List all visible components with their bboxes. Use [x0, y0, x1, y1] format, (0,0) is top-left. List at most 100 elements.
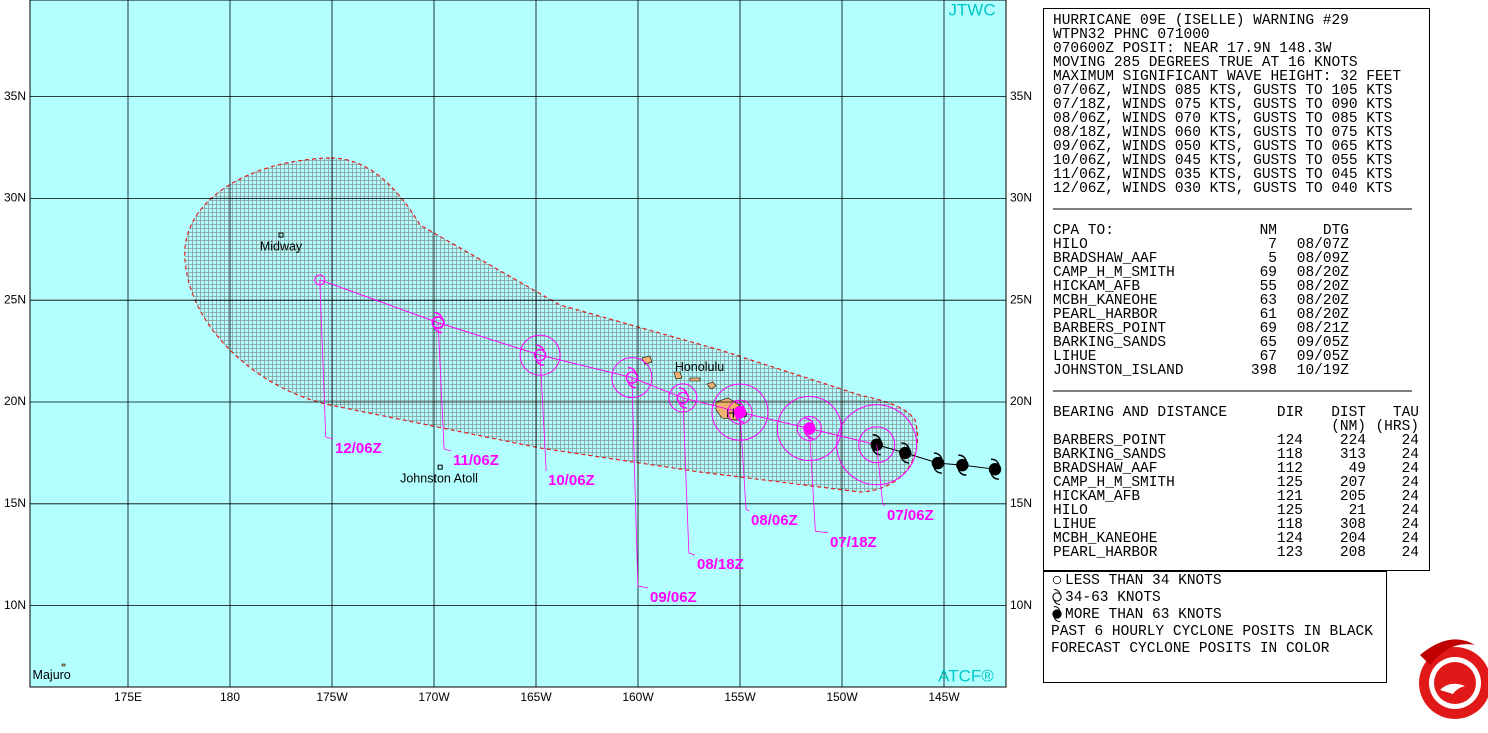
legend-item: MORE THAN 63 KNOTS — [1065, 607, 1222, 623]
legend-note: FORECAST CYCLONE POSITS IN COLOR — [1051, 641, 1330, 657]
symbol-core — [1052, 592, 1062, 602]
bearing-cell: 121 — [1277, 489, 1303, 505]
symbol-tail — [900, 442, 910, 464]
bearing-unit: (NM) — [1331, 419, 1366, 435]
wind-radius — [776, 395, 842, 461]
cpa-cell: 08/20Z — [1297, 279, 1350, 295]
bearing-cell: 124 — [1277, 433, 1303, 449]
cpa-cell: BARKING_SANDS — [1053, 335, 1166, 351]
warning-line: 07/06Z, WINDS 085 KTS, GUSTS TO 105 KTS — [1053, 83, 1392, 99]
lon-label: 165W — [520, 690, 552, 704]
brand-top: JTWC — [948, 0, 995, 19]
label-leader — [876, 444, 886, 507]
bearing-column: DIST — [1331, 405, 1366, 421]
bearing-cell: 24 — [1402, 545, 1419, 561]
wind-radius — [519, 334, 561, 376]
cpa-cell: 10/19Z — [1297, 363, 1350, 379]
bearing-cell: 125 — [1277, 475, 1303, 491]
cpa-cell: JOHNSTON_ISLAND — [1053, 363, 1184, 379]
bearing-cell: 112 — [1277, 461, 1303, 477]
forecast-label: 08/06Z — [751, 512, 798, 529]
bearing-cell: HILO — [1053, 503, 1088, 519]
legend-symbol — [1052, 588, 1062, 606]
warning-line: 07/18Z, WINDS 075 KTS, GUSTS TO 090 KTS — [1053, 97, 1392, 113]
wind-radius — [796, 415, 822, 441]
forecast-label: 09/06Z — [650, 589, 697, 606]
warning-line: 10/06Z, WINDS 045 KTS, GUSTS TO 055 KTS — [1053, 153, 1392, 169]
warning-line: HURRICANE 09E (ISELLE) WARNING #29 — [1053, 13, 1349, 29]
warning-line: 070600Z POSIT: NEAR 17.9N 148.3W — [1053, 41, 1332, 57]
cpa-cell: 5 — [1268, 251, 1277, 267]
bearing-cell: 24 — [1402, 503, 1419, 519]
lat-label: 35N — [1010, 89, 1032, 103]
label-leader — [739, 412, 750, 512]
bearing-cell: 118 — [1277, 447, 1303, 463]
symbol-tail — [535, 344, 545, 366]
wind-radius — [668, 383, 698, 413]
warning-line: 11/06Z, WINDS 035 KTS, GUSTS TO 045 KTS — [1053, 167, 1392, 183]
legend-note: PAST 6 HOURLY CYCLONE POSITS IN BLACK — [1051, 624, 1373, 640]
cpa-cell: 08/21Z — [1297, 321, 1350, 337]
symbol-core — [899, 446, 912, 460]
warning-line: 12/06Z, WINDS 030 KTS, GUSTS TO 040 KTS — [1053, 181, 1392, 197]
bearing-cell: LIHUE — [1053, 517, 1097, 533]
lon-label: 150W — [826, 690, 858, 704]
warning-line: 08/18Z, WINDS 060 KTS, GUSTS TO 075 KTS — [1053, 125, 1392, 141]
legend-item: LESS THAN 34 KNOTS — [1065, 573, 1222, 589]
lat-label: 10N — [4, 598, 26, 612]
warning-line: 08/06Z, WINDS 070 KTS, GUSTS TO 085 KTS — [1053, 111, 1392, 127]
cpa-cell: MCBH_KANEOHE — [1053, 293, 1157, 309]
cpa-cell: 09/05Z — [1297, 349, 1350, 365]
forecast-label: 11/06Z — [453, 452, 499, 469]
bearing-cell: 123 — [1277, 545, 1303, 561]
cpa-cell: 67 — [1260, 349, 1277, 365]
cpa-column: DTG — [1323, 223, 1349, 239]
bearing-cell: 24 — [1402, 433, 1419, 449]
symbol-core — [956, 458, 969, 472]
legend-symbol — [1052, 575, 1062, 585]
cyclone-symbol — [931, 452, 945, 474]
symbol-core — [1052, 609, 1062, 619]
place-marker — [278, 232, 284, 238]
warning-panel — [1043, 8, 1430, 571]
symbol-tail — [433, 311, 443, 334]
symbol-tail — [990, 458, 1000, 480]
forecast-label: 07/06Z — [887, 507, 934, 524]
label-leader — [808, 428, 829, 534]
lat-label: 15N — [1010, 496, 1032, 510]
cpa-cell: 61 — [1260, 307, 1277, 323]
bearing-cell: 124 — [1277, 531, 1303, 547]
symbol-tail — [804, 417, 815, 440]
cpa-cell: 55 — [1260, 279, 1277, 295]
symbol-core — [988, 462, 1002, 476]
legend-item: 34-63 KNOTS — [1065, 590, 1161, 606]
lon-label: 170W — [418, 690, 450, 704]
forecast-label: 10/06Z — [548, 472, 595, 489]
islands — [61, 355, 745, 667]
lat-label: 30N — [4, 191, 26, 205]
lat-label: 10N — [1010, 598, 1032, 612]
label-leader — [631, 377, 649, 589]
bearing-cell: 308 — [1340, 517, 1366, 533]
bearing-cell: 204 — [1340, 531, 1366, 547]
symbol-tail — [627, 366, 637, 389]
warning-line: 09/06Z, WINDS 050 KTS, GUSTS TO 065 KTS — [1053, 139, 1392, 155]
lat-label: 20N — [1010, 394, 1032, 408]
bearing-cell: MCBH_KANEOHE — [1053, 531, 1157, 547]
symbol-core — [931, 456, 945, 470]
bearing-cell: 207 — [1340, 475, 1366, 491]
bearing-cell: 224 — [1340, 433, 1366, 449]
bearing-cell: 208 — [1340, 545, 1366, 561]
cpa-cell: BRADSHAW_AAF — [1053, 251, 1157, 267]
bearing-column: DIR — [1277, 405, 1303, 421]
label-leader — [437, 322, 452, 452]
label-leader — [539, 355, 547, 472]
lon-label: 175E — [114, 690, 142, 704]
cyclone-symbol — [956, 454, 969, 476]
bearing-cell: 24 — [1402, 461, 1419, 477]
bearing-cell: BRADSHAW_AAF — [1053, 461, 1157, 477]
bearing-column: TAU — [1393, 405, 1419, 421]
cpa-cell: 09/05Z — [1297, 335, 1350, 351]
cpa-cell: 08/07Z — [1297, 237, 1350, 253]
bearing-cell: 313 — [1340, 447, 1366, 463]
